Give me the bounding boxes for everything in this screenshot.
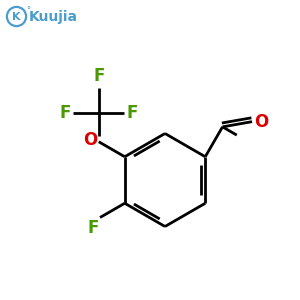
Text: F: F (127, 104, 138, 122)
Text: Kuujia: Kuujia (28, 10, 77, 23)
Text: F: F (93, 67, 104, 85)
Text: F: F (87, 219, 98, 237)
Text: K: K (12, 11, 21, 22)
Text: °: ° (26, 6, 30, 15)
Text: O: O (83, 131, 97, 149)
Text: F: F (59, 104, 71, 122)
Text: O: O (254, 113, 269, 131)
